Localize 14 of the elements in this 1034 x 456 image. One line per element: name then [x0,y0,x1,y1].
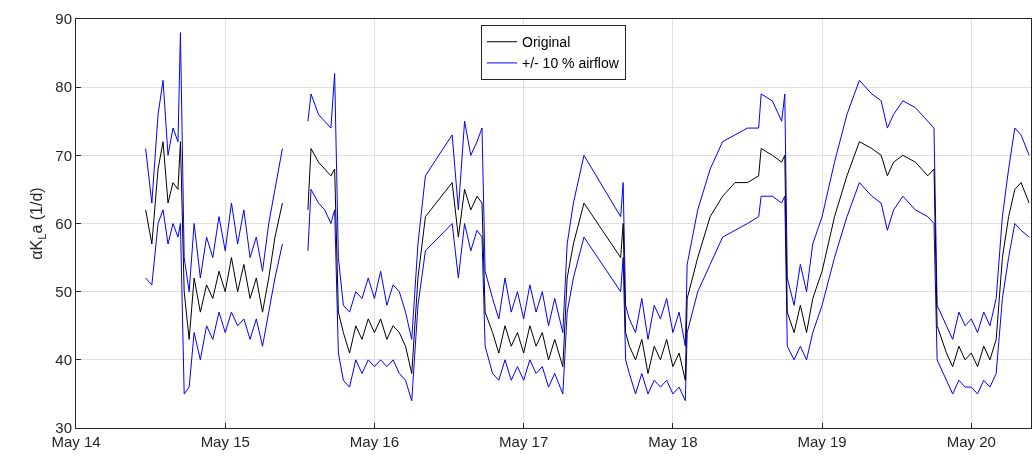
x-tick-label: May 19 [797,433,847,450]
y-tick-label: 80 [55,78,72,96]
legend-label: Original [522,34,571,51]
y-tick-label: 60 [55,214,72,232]
y-tick-label: 70 [55,146,72,164]
x-tick-label: May 20 [946,433,996,450]
x-tick-label: May 15 [200,433,250,450]
legend-label: +/- 10 % airflow [522,55,620,72]
x-tick-label: May 18 [648,433,698,450]
y-tick-label: 90 [55,10,72,28]
y-tick-label: 50 [55,282,72,300]
y-tick-label: 40 [55,351,72,369]
x-tick-label: May 17 [499,433,549,450]
x-tick-label: May 16 [349,433,400,450]
